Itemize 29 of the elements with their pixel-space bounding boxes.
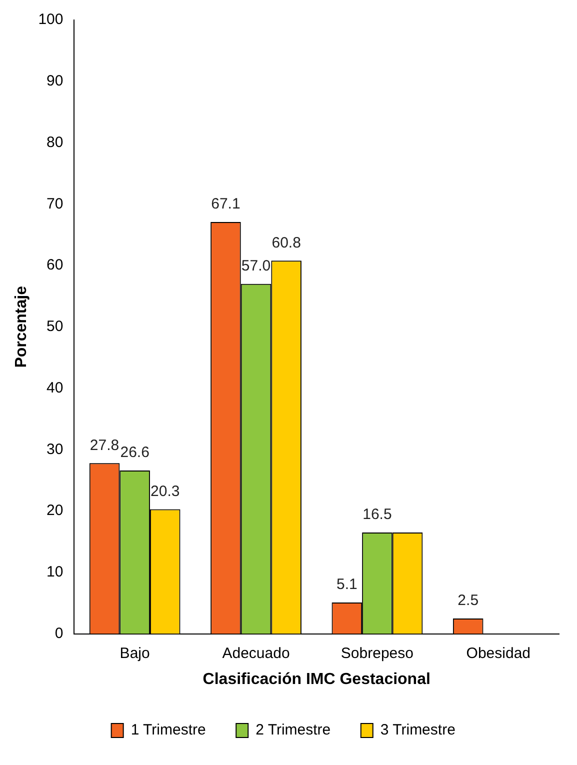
y-tick-label: 80 <box>46 134 64 151</box>
x-tick-label: Sobrepeso <box>340 644 414 662</box>
y-axis-title: Porcentaje <box>13 286 30 368</box>
data-label: 26.6 <box>120 444 150 462</box>
x-tick-label: Adecuado <box>222 644 290 662</box>
data-label: 67.1 <box>211 196 240 213</box>
legend-label: 1 Trimestre <box>130 722 206 739</box>
data-label: 57.0 <box>241 258 271 275</box>
data-label: 5.1 <box>336 576 358 594</box>
y-tick-label: 40 <box>46 379 64 396</box>
legend-label: 3 Trimestre <box>380 722 456 739</box>
data-label: 27.8 <box>90 436 120 454</box>
data-label: 2.5 <box>458 592 479 610</box>
y-tick-label: 0 <box>54 624 64 642</box>
y-tick-label: 50 <box>46 318 64 336</box>
x-tick-label: Bajo <box>120 644 150 662</box>
y-tick-label: 100 <box>38 11 64 28</box>
y-tick-label: 10 <box>46 564 64 581</box>
y-tick-label: 90 <box>46 72 64 90</box>
y-tick-label: 20 <box>46 502 64 520</box>
x-axis-title: Clasificación IMC Gestacional <box>202 670 430 688</box>
data-label: 16.5 <box>362 506 392 524</box>
x-tick-label: Obesidad <box>466 644 531 662</box>
y-tick-label: 60 <box>46 256 64 274</box>
legend-label: 2 Trimestre <box>256 722 331 739</box>
y-tick-label: 70 <box>46 195 64 212</box>
y-tick-label: 30 <box>46 440 64 458</box>
data-label: 60.8 <box>272 234 301 252</box>
data-label: 20.3 <box>150 482 180 500</box>
